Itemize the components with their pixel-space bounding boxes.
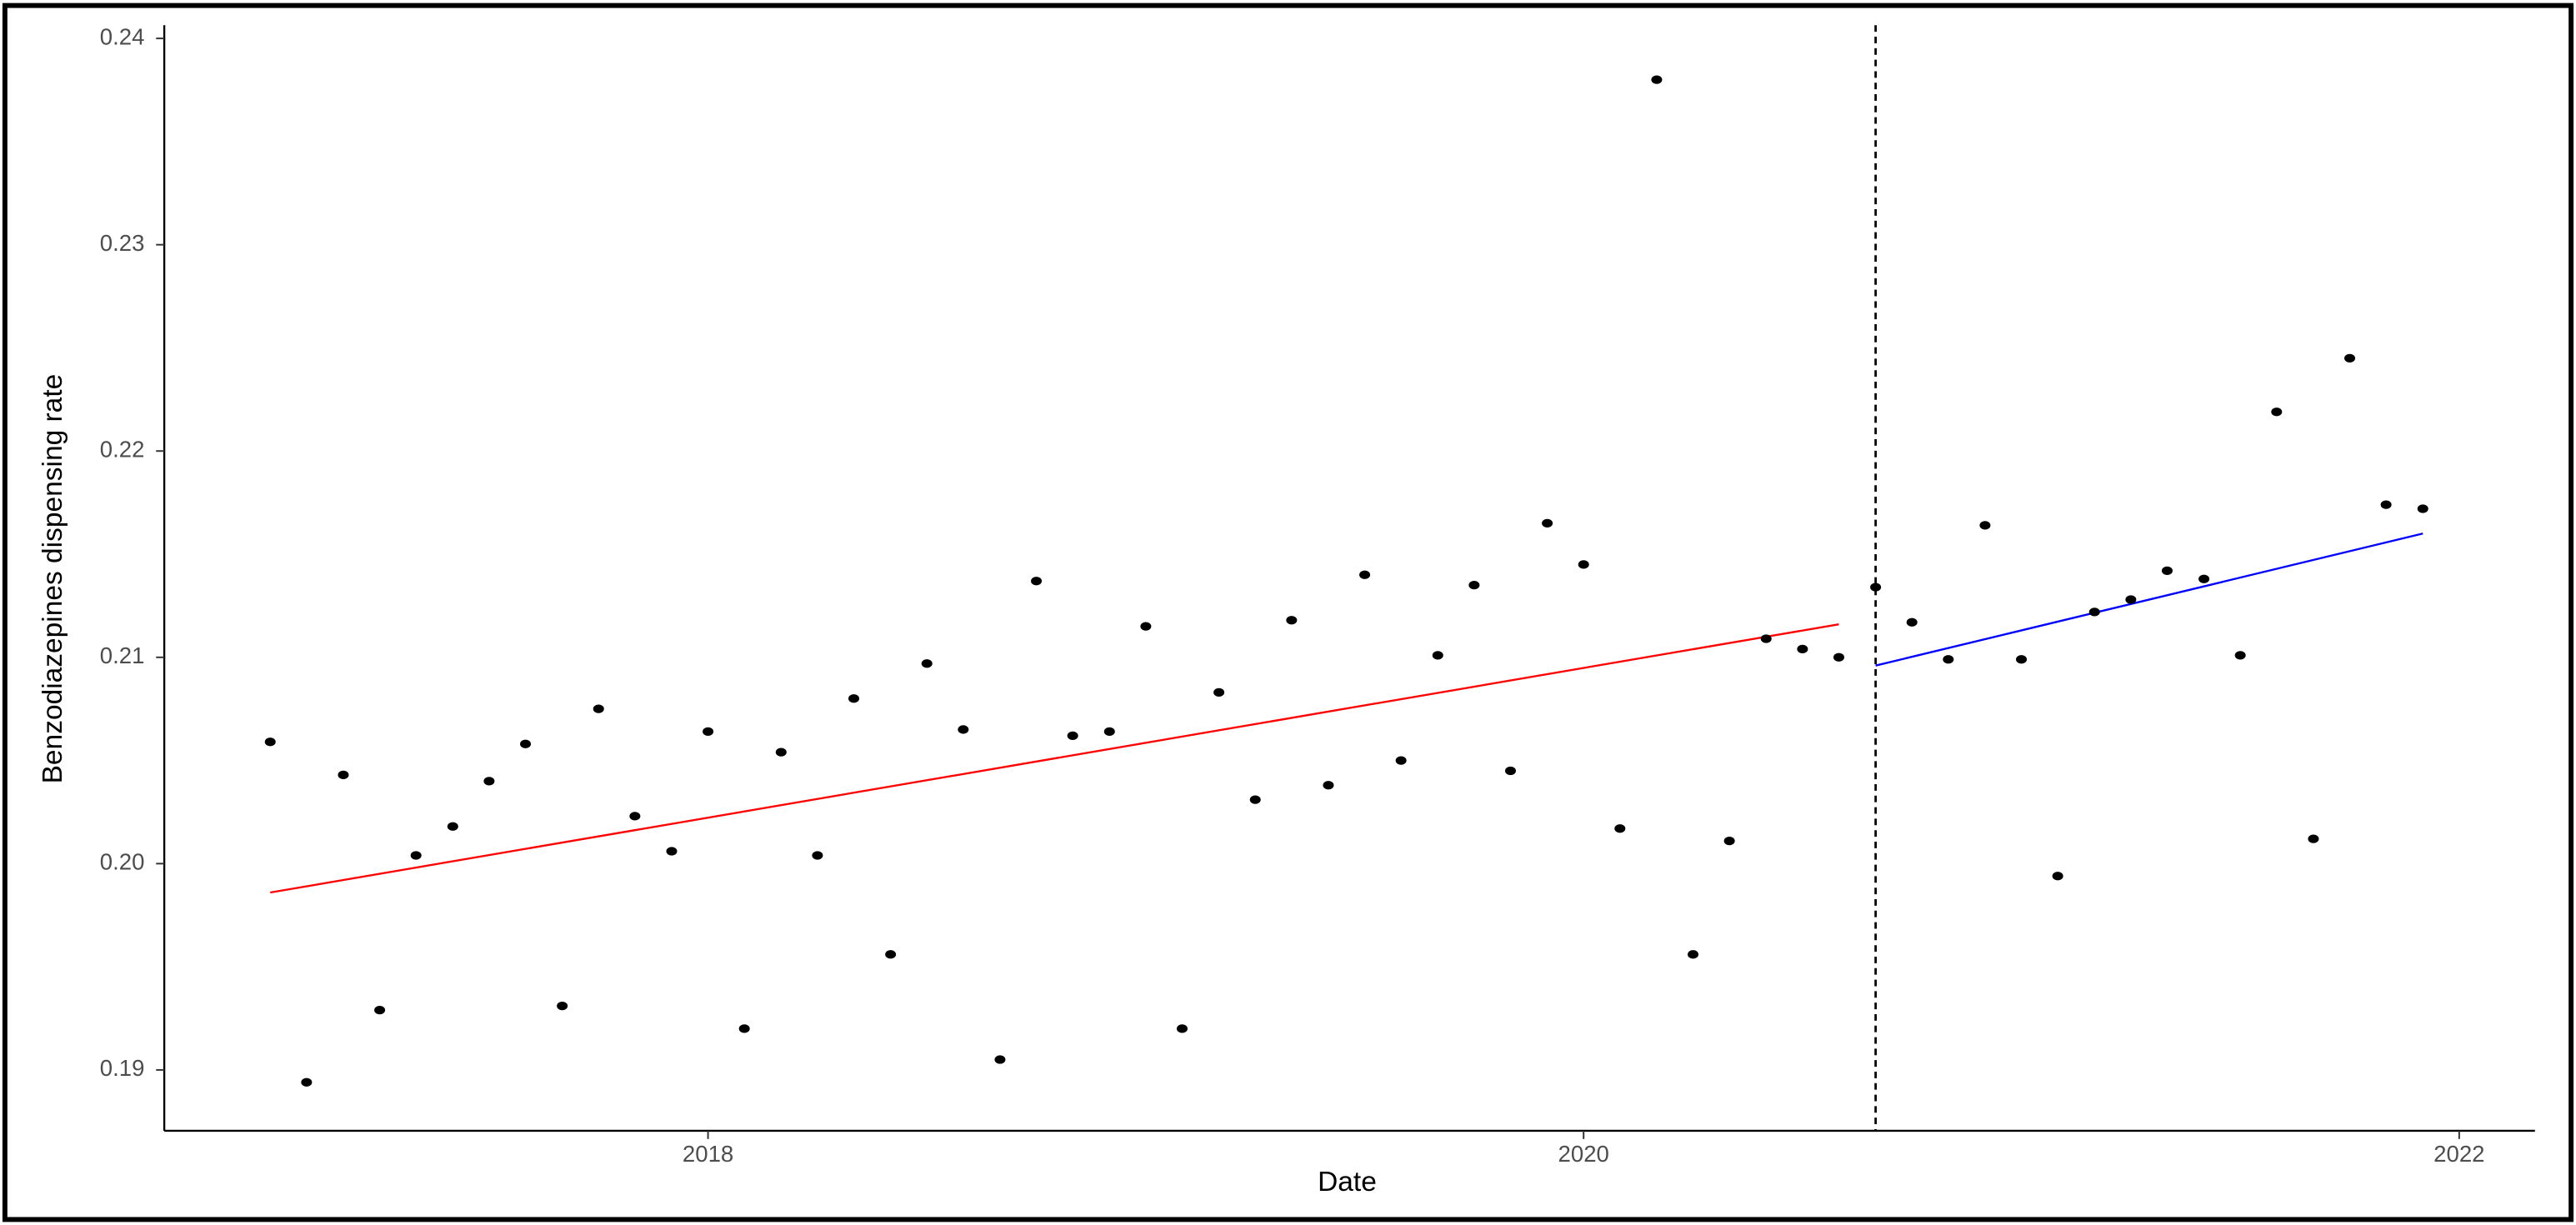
data-point: [1140, 622, 1152, 631]
y-tick-label: 0.19: [100, 1055, 145, 1081]
data-point: [2308, 834, 2319, 843]
data-point: [2271, 408, 2283, 417]
data-point: [812, 851, 823, 860]
data-point: [666, 847, 678, 856]
y-tick-label: 0.23: [100, 230, 145, 256]
data-point: [1906, 618, 1918, 627]
data-point: [1432, 651, 1443, 660]
data-point: [2198, 574, 2210, 583]
data-point: [703, 727, 714, 737]
data-point: [921, 659, 933, 668]
data-point: [2161, 566, 2173, 575]
data-point: [1870, 582, 1882, 592]
x-axis-title: Date: [1318, 1167, 1377, 1198]
data-point: [264, 738, 276, 747]
data-point: [2016, 655, 2028, 664]
data-point: [2088, 608, 2100, 617]
data-point: [1760, 634, 1772, 643]
data-point: [593, 704, 604, 713]
data-point: [2125, 595, 2137, 604]
data-point: [994, 1055, 1006, 1064]
data-point: [1504, 766, 1516, 776]
data-point: [1943, 655, 1954, 664]
y-axis-title: Benzodiazepines dispensing rate: [38, 374, 68, 784]
data-point: [1103, 727, 1115, 737]
data-point: [338, 770, 349, 780]
data-point: [2417, 504, 2428, 513]
y-tick-label: 0.21: [100, 642, 145, 668]
data-point: [1614, 824, 1626, 833]
data-point: [374, 1005, 386, 1015]
data-point: [2234, 651, 2246, 660]
data-point: [1359, 570, 1371, 579]
data-point: [1176, 1024, 1188, 1033]
data-point: [1213, 688, 1225, 698]
data-point: [1286, 616, 1298, 625]
data-point: [1979, 521, 1991, 530]
data-point: [1323, 781, 1334, 790]
data-point: [447, 822, 458, 831]
data-point: [2344, 353, 2356, 362]
data-point: [301, 1078, 313, 1087]
data-point: [629, 812, 641, 821]
data-point: [2380, 500, 2392, 509]
y-tick-label: 0.24: [100, 23, 145, 49]
data-point: [1797, 644, 1808, 654]
data-point: [520, 739, 532, 748]
data-point: [958, 725, 969, 734]
x-tick-label: 2018: [683, 1141, 733, 1167]
data-point: [1468, 581, 1480, 590]
y-tick-label: 0.20: [100, 849, 145, 875]
data-point: [410, 851, 422, 860]
data-point: [1249, 795, 1261, 804]
data-point: [2052, 872, 2063, 881]
data-point: [1651, 75, 1663, 84]
data-point: [848, 694, 860, 703]
data-point: [483, 777, 495, 786]
data-point: [775, 748, 787, 757]
y-tick-label: 0.22: [100, 437, 145, 462]
x-tick-label: 2020: [1558, 1141, 1609, 1167]
data-point: [1031, 577, 1043, 586]
data-point: [738, 1024, 750, 1033]
trend-line: [270, 623, 1839, 894]
data-point: [1688, 950, 1699, 959]
x-tick-label: 2022: [2433, 1141, 2484, 1167]
plot-area: 0.19 0.20 0.21 0.22 0.23 0.24 2018 2020 2022: [100, 23, 2535, 1167]
data-point: [1395, 756, 1407, 765]
data-point: [1067, 731, 1078, 740]
trend-line: [1875, 532, 2423, 667]
data-point: [1578, 560, 1589, 569]
data-point: [557, 1002, 568, 1011]
data-point: [1833, 652, 1844, 662]
data-point: [1723, 836, 1735, 846]
data-point: [1542, 518, 1553, 528]
data-point: [885, 950, 897, 959]
